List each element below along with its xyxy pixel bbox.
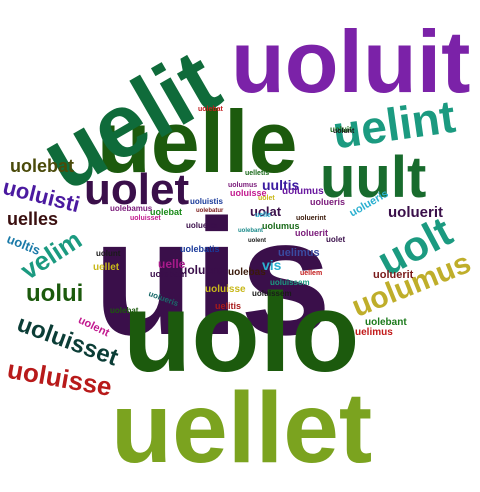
word-uelletis: uelletis: [245, 170, 270, 177]
word-uoluerit-tiny: uoluerit: [295, 228, 328, 238]
word-uolebat-small: uolebat: [110, 306, 139, 315]
word-uolumus-tiny: uolumus: [262, 221, 300, 231]
word-uoluistis: uoluistis: [190, 197, 223, 206]
word-uolebat: uolebat: [10, 156, 75, 176]
word-uis: uis: [93, 185, 332, 369]
word-uolebat-red: uolebat: [198, 106, 223, 113]
word-uolunt-tiny: uolunt: [333, 128, 355, 135]
word-velim: velim: [14, 224, 88, 286]
word-uelitis: uelitis: [215, 301, 242, 311]
word-uolent-tiny: uolent: [248, 238, 266, 244]
word-uoluit-small: uoluit: [330, 125, 352, 134]
word-uultis: uultis: [262, 177, 300, 193]
word-uoluerat: uoluerat: [186, 221, 218, 230]
word-uellet: uellet: [111, 372, 373, 484]
word-uolet-small: uolet: [326, 235, 346, 244]
word-uolui: uolui: [26, 280, 84, 307]
word-uellet-small: uellet: [93, 262, 120, 273]
word-uolet-tiny: uolet: [258, 195, 275, 202]
word-uelimus-small: uelimus: [278, 247, 320, 259]
word-uolebatis: uolebatis: [180, 244, 220, 254]
word-uolebant-tiny: uolebant: [238, 228, 263, 234]
word-vis: vis: [262, 257, 282, 273]
word-uelimus: uelimus: [355, 327, 393, 338]
word-uelle-small: uelle: [158, 257, 186, 271]
word-uellem: uellem: [300, 270, 323, 277]
word-uolebam: uolebam: [150, 269, 188, 279]
word-uolebat-tiny: uolebat: [150, 207, 183, 217]
word-uoluissem: uoluissem: [270, 278, 310, 287]
word-uolat: uolat: [250, 204, 282, 219]
word-uoluit: uoluit: [231, 12, 471, 111]
word-uolueris-small: uolueris: [310, 197, 346, 207]
word-uult: uult: [320, 145, 427, 210]
word-uolet: uolet: [84, 165, 190, 214]
word-uoluissem-tiny: uoluissem: [252, 289, 292, 298]
word-uoluisse-small: uoluisse: [230, 188, 267, 198]
word-uelle: uelle: [97, 92, 298, 191]
word-uoluerit-small: uoluerit: [373, 269, 414, 281]
word-uoluerit: uoluerit: [388, 204, 443, 221]
word-uolebamus: uolebamus: [110, 204, 153, 213]
word-uolumus-small: uolumus: [282, 186, 324, 197]
word-uelle-micro: uelle: [255, 212, 271, 219]
word-uolebant: uolebant: [365, 317, 407, 328]
word-uolumus-micro: uolumus: [228, 182, 258, 189]
word-uolo: uolo: [123, 270, 360, 395]
word-uoluisse-tiny: uoluisse: [205, 284, 246, 295]
word-uolebatur: uolebatur: [196, 208, 224, 214]
word-uoluisset-tiny: uoluisset: [130, 215, 161, 222]
word-uoluero: uoluero: [180, 263, 224, 277]
word-uolebas: uolebas: [228, 267, 266, 278]
word-uelles: uelles: [7, 209, 59, 229]
word-uoluerint: uoluerint: [296, 215, 326, 222]
word-uolunt: uolunt: [96, 249, 121, 258]
